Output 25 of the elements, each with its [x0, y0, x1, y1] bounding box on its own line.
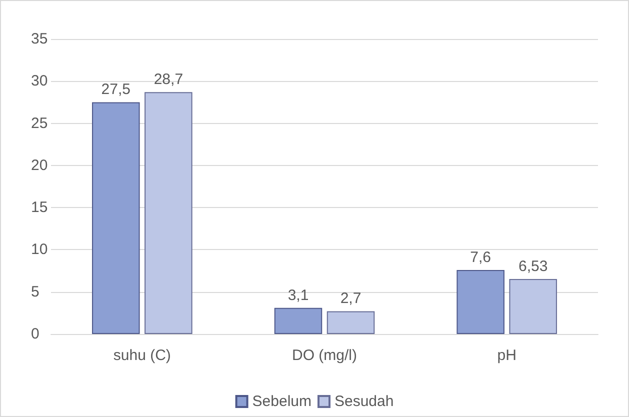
bar — [92, 102, 140, 334]
legend-label: Sebelum — [252, 393, 312, 410]
y-tick-label: 35 — [31, 30, 48, 48]
bar — [144, 92, 192, 334]
y-tick-label: 25 — [31, 114, 48, 132]
x-tick-label: DO (mg/l) — [292, 347, 357, 364]
bar — [326, 311, 375, 334]
y-tick-label: 30 — [31, 72, 48, 90]
x-tick-label: pH — [497, 347, 516, 364]
y-tick-label: 10 — [31, 241, 48, 258]
data-label: 6,53 — [518, 258, 548, 275]
x-tick-label: suhu (C) — [113, 347, 171, 364]
data-label: 3,1 — [288, 286, 309, 304]
y-tick-label: 5 — [31, 283, 40, 300]
data-label: 7,6 — [470, 248, 491, 266]
y-tick-label: 20 — [31, 156, 48, 174]
data-label: 27,5 — [101, 81, 131, 98]
bar — [456, 270, 504, 334]
bar — [509, 278, 557, 334]
data-label: 2,7 — [340, 290, 362, 308]
bar — [274, 308, 322, 334]
legend-label: Sesudah — [334, 393, 394, 410]
y-tick-label: 0 — [31, 326, 40, 342]
data-label: 28,7 — [154, 71, 184, 88]
y-tick-label: 15 — [31, 199, 48, 216]
